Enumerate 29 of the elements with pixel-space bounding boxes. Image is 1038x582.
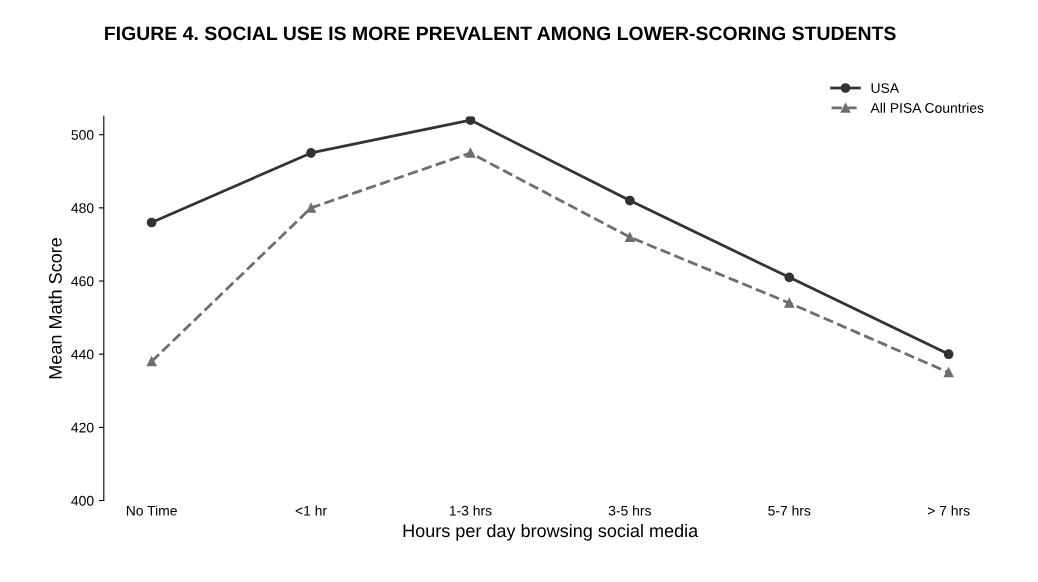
legend-label: All PISA Countries bbox=[870, 102, 984, 113]
point bbox=[465, 148, 476, 158]
point bbox=[624, 195, 635, 206]
y-tick-label: 420 bbox=[71, 422, 94, 433]
point bbox=[943, 367, 954, 378]
chart-title: FIGURE 4. SOCIAL USE IS MORE PREVALENT AMONG LOWER-SCORING STUDENTS bbox=[105, 26, 896, 41]
point bbox=[146, 356, 157, 367]
y-axis-title: Mean Math Score bbox=[48, 238, 62, 379]
x-tick-label: <1 hr bbox=[295, 505, 327, 516]
y-tick-label: 400 bbox=[71, 495, 94, 506]
point bbox=[306, 202, 316, 213]
point bbox=[146, 217, 157, 228]
point bbox=[306, 148, 316, 158]
point bbox=[943, 349, 954, 360]
point bbox=[624, 232, 635, 242]
x-axis-title: Hours per day browsing social media bbox=[403, 523, 699, 541]
point bbox=[784, 272, 795, 283]
y-tick-label: 460 bbox=[71, 276, 94, 287]
y-tick-label: 480 bbox=[71, 203, 94, 214]
y-tick-label: 500 bbox=[71, 130, 94, 140]
x-tick-label: > 7 hrs bbox=[927, 505, 970, 516]
y-tick-label: 440 bbox=[71, 349, 94, 360]
point bbox=[465, 116, 476, 125]
point bbox=[784, 298, 795, 308]
x-tick-label: No Time bbox=[126, 505, 177, 516]
legend-label: USA bbox=[871, 83, 900, 94]
x-tick-label: 3-5 hrs bbox=[608, 505, 651, 516]
x-tick-label: 5-7 hrs bbox=[768, 505, 811, 516]
x-tick-label: 1-3 hrs bbox=[449, 505, 492, 516]
